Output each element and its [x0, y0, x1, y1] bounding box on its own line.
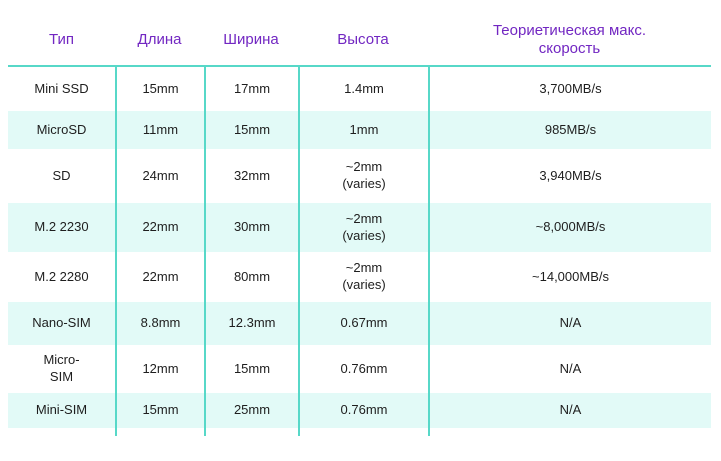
table-row-mini-sim: Mini-SIM 15mm 25mm 0.76mm N/A — [8, 393, 711, 428]
cell-height: 0.76mm — [298, 345, 428, 393]
cell-type: M.2 2230 — [34, 219, 89, 235]
table-row-nano-sim: Nano-SIM 8.8mm 12.3mm 0.67mm N/A — [8, 302, 711, 345]
cell-speed: ~14,000MB/s — [428, 252, 711, 302]
table-row-sd: SD 24mm 32mm ~2mm (varies) 3,940MB/s — [8, 149, 711, 203]
cell-width: 30mm — [204, 203, 298, 252]
cell-height: ~2mm (varies) — [298, 252, 428, 302]
cell-width: 25mm — [204, 393, 298, 428]
cell-speed: 985MB/s — [428, 111, 711, 149]
col-header-width: Ширина — [223, 30, 279, 48]
cell-speed: 3,700MB/s — [428, 67, 711, 111]
cell-height: 0.76mm — [298, 393, 428, 428]
col-header-type: Тип — [48, 30, 74, 48]
cell-type: M.2 2280 — [34, 268, 89, 284]
col-header-max-speed: Теориетическая макс. скорость — [492, 21, 647, 57]
cell-type: SD — [52, 167, 71, 183]
cell-width: 12.3mm — [204, 302, 298, 345]
cell-width: 80mm — [204, 252, 298, 302]
cell-width: 32mm — [204, 149, 298, 203]
cell-speed: N/A — [428, 345, 711, 393]
cell-length: 22mm — [115, 252, 204, 302]
cell-length: 15mm — [115, 393, 204, 428]
table-body: Mini SSD 15mm 17mm 1.4mm 3,700MB/s Micro… — [8, 67, 711, 428]
cell-type: Mini-SIM — [35, 402, 88, 418]
col-header-height: Высота — [337, 30, 389, 48]
table-row-m2-2230: M.2 2230 22mm 30mm ~2mm (varies) ~8,000M… — [8, 203, 711, 252]
cell-type: Mini SSD — [34, 80, 89, 96]
cell-height: ~2mm (varies) — [298, 203, 428, 252]
cell-length: 24mm — [115, 149, 204, 203]
cell-length: 22mm — [115, 203, 204, 252]
cell-length: 11mm — [115, 111, 204, 149]
cell-height: 1mm — [298, 111, 428, 149]
cell-width: 17mm — [204, 67, 298, 111]
cell-width: 15mm — [204, 345, 298, 393]
cell-type: MicroSD — [36, 121, 87, 137]
cell-speed: N/A — [428, 302, 711, 345]
column-rule-stubs — [8, 428, 711, 436]
table-row-micro-sim: Micro- SIM 12mm 15mm 0.76mm N/A — [8, 345, 711, 393]
table-row-microsd: MicroSD 11mm 15mm 1mm 985MB/s — [8, 111, 711, 149]
storage-card-spec-table: Тип Длина Ширина Высота Теориетическая м… — [8, 0, 711, 436]
table-row-mini-ssd: Mini SSD 15mm 17mm 1.4mm 3,700MB/s — [8, 67, 711, 111]
cell-length: 8.8mm — [115, 302, 204, 345]
col-header-length: Длина — [137, 30, 182, 48]
cell-height: 1.4mm — [298, 67, 428, 111]
cell-length: 15mm — [115, 67, 204, 111]
table-row-m2-2280: M.2 2280 22mm 80mm ~2mm (varies) ~14,000… — [8, 252, 711, 302]
cell-speed: 3,940MB/s — [428, 149, 711, 203]
cell-type: Micro- SIM — [43, 352, 80, 384]
cell-type: Nano-SIM — [32, 315, 91, 331]
cell-speed: N/A — [428, 393, 711, 428]
cell-length: 12mm — [115, 345, 204, 393]
cell-speed: ~8,000MB/s — [428, 203, 711, 252]
cell-width: 15mm — [204, 111, 298, 149]
cell-height: 0.67mm — [298, 302, 428, 345]
cell-height: ~2mm (varies) — [298, 149, 428, 203]
table-header-row: Тип Длина Ширина Высота Теориетическая м… — [8, 10, 711, 67]
